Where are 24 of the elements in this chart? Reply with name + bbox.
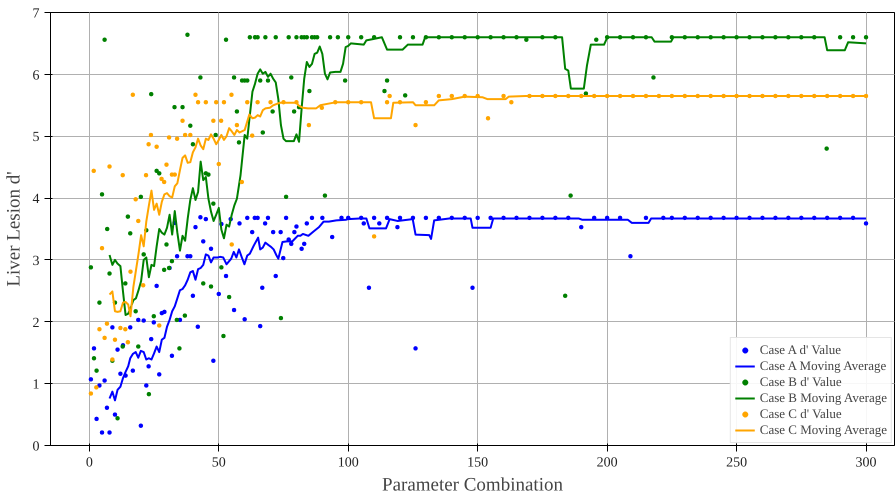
x-tick-label: 150: [467, 456, 488, 470]
legend-label: Case B Moving Average: [760, 390, 887, 406]
y-tick-label: 3: [32, 254, 40, 269]
line-series: [108, 36, 868, 316]
x-tick-label: 250: [726, 456, 748, 470]
y-tick-label: 1: [32, 378, 40, 393]
x-tick-label: 100: [338, 456, 359, 470]
y-tick-label: 6: [32, 68, 40, 84]
x-tick-label: 50: [212, 456, 226, 470]
x-tick-label: 300: [856, 456, 877, 470]
x-tick-label: 0: [86, 456, 93, 470]
y-tick-label: 0: [32, 440, 40, 454]
y-tick-label: 7: [32, 6, 40, 22]
legend-label: Case A d' Value: [760, 342, 841, 358]
x-tick-label: 200: [596, 456, 618, 470]
y-tick-label: 4: [32, 192, 40, 208]
legend-label: Case C d' Value: [760, 406, 842, 422]
y-tick-label: 2: [32, 316, 40, 331]
x-axis-title: Parameter Combination: [382, 474, 564, 496]
y-axis-title: Liver Lesion d': [4, 171, 24, 287]
legend-label: Case A Moving Average: [760, 358, 886, 374]
legend-label: Case B d' Value: [760, 374, 842, 390]
legend-label: Case C Moving Average: [760, 422, 887, 438]
y-tick-label: 5: [32, 130, 40, 146]
